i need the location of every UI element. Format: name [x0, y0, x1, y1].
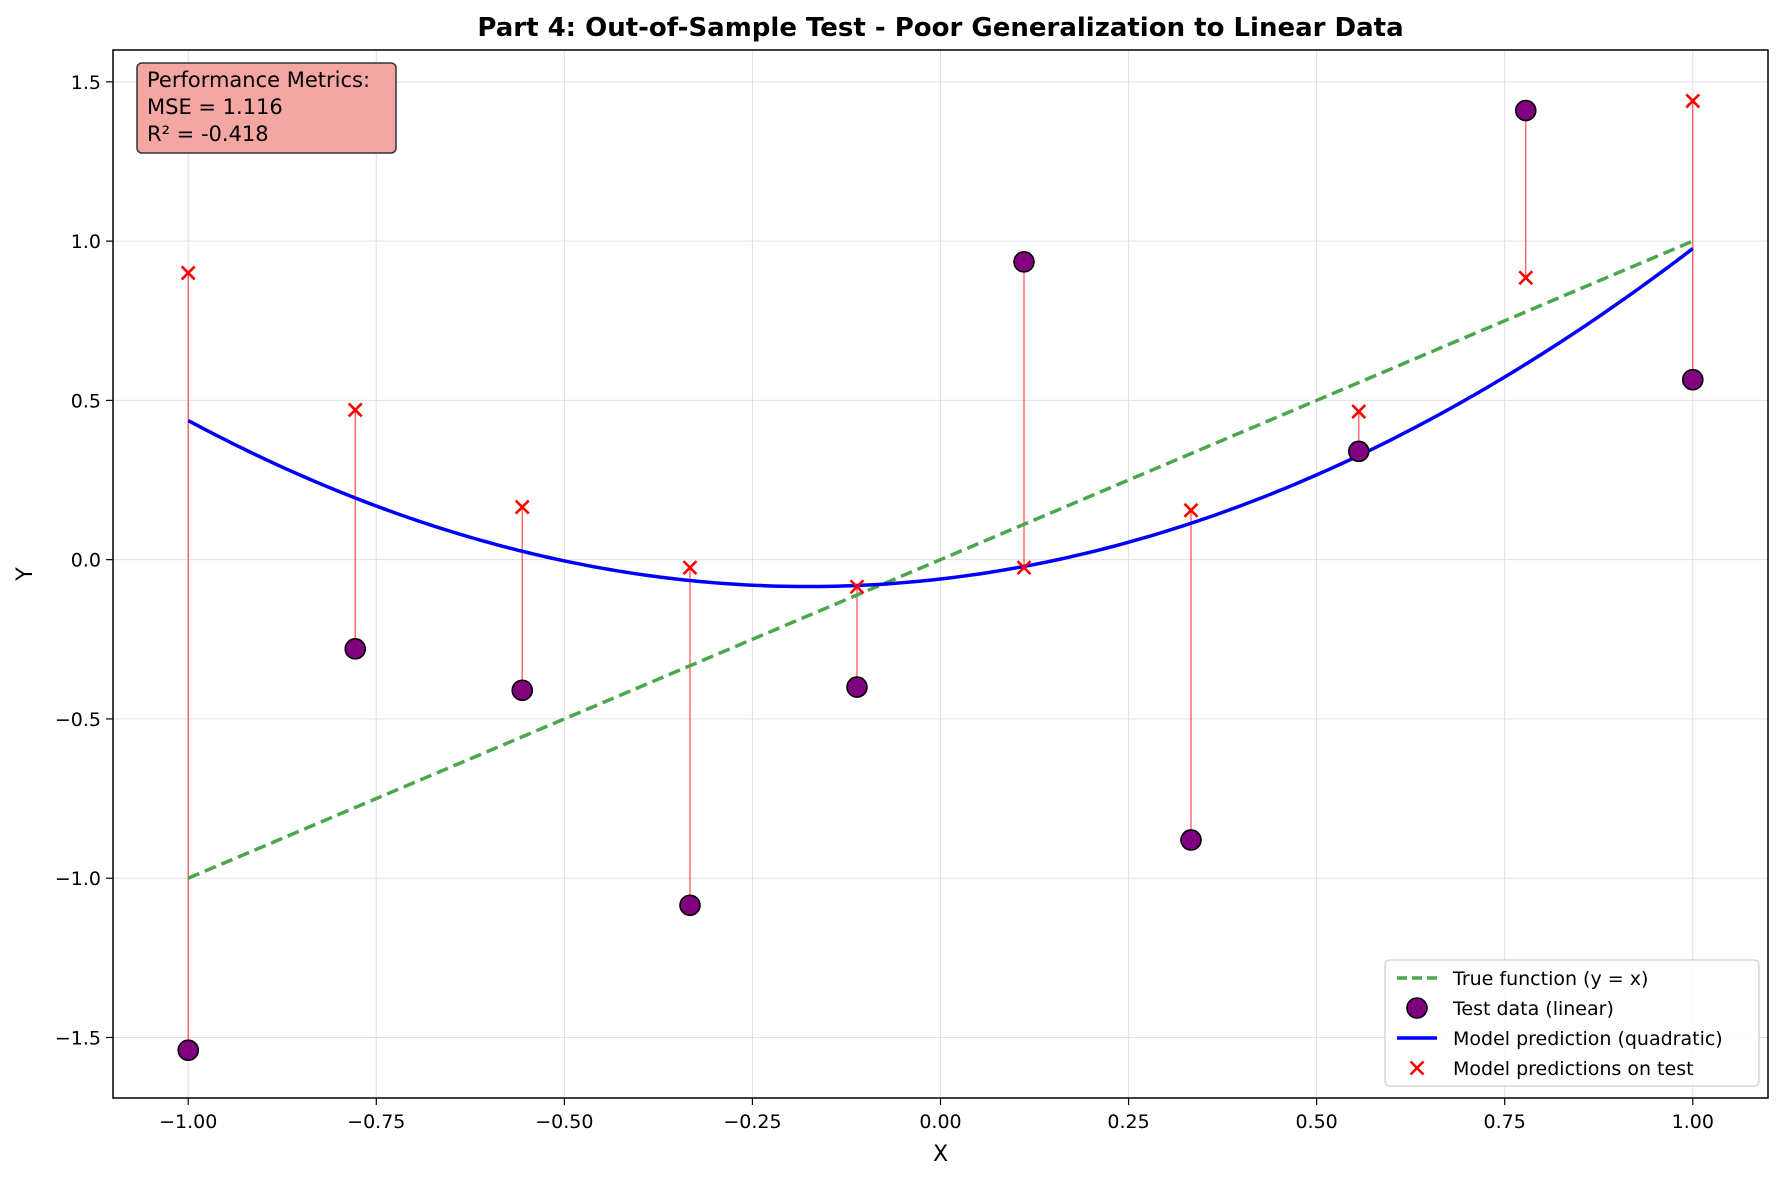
prediction-marker-stroke — [1183, 502, 1199, 518]
x-axis-label: X — [933, 1142, 948, 1167]
prediction-marker-stroke — [514, 499, 530, 515]
prediction-markers-layer — [180, 93, 1701, 595]
x-tick-label: 0.50 — [1295, 1111, 1337, 1133]
test-points-layer — [177, 99, 1704, 1062]
y-tick-label: −0.5 — [55, 709, 101, 731]
model-prediction-curve — [187, 247, 1694, 589]
y-axis-ticks: −1.5 −1.0 −0.5 0.0 0.5 1.0 1.5 — [55, 72, 113, 1049]
y-tick-label: 0.0 — [71, 550, 101, 572]
legend-label: Model prediction (quadratic) — [1453, 1028, 1723, 1050]
x-tick-label: −1.00 — [159, 1111, 217, 1133]
x-tick-label: −0.50 — [535, 1111, 593, 1133]
prediction-marker-stroke — [1351, 404, 1367, 419]
prediction-marker — [1016, 560, 1032, 576]
legend-prediction-swatch — [1409, 1060, 1425, 1076]
test-data-point — [1681, 368, 1704, 391]
legend-label: Test data (linear) — [1452, 998, 1614, 1020]
prediction-marker-stroke — [1518, 270, 1534, 286]
prediction-marker-stroke — [849, 579, 865, 595]
prediction-marker — [347, 402, 363, 418]
prediction-marker — [849, 579, 865, 595]
legend-test-data-swatch — [1406, 997, 1428, 1019]
true-function-line — [187, 239, 1694, 880]
x-axis-ticks: −1.00 −0.75 −0.50 −0.25 0.00 0.25 0.50 0.75 1.00 — [159, 1098, 1714, 1133]
metrics-line: Performance Metrics: — [147, 68, 370, 92]
residual-lines — [187, 100, 1694, 1051]
x-tick-label: 0.00 — [919, 1111, 961, 1133]
x-tick-label: 1.00 — [1672, 1111, 1714, 1133]
x-tick-label: −0.75 — [347, 1111, 405, 1133]
metrics-line: MSE = 1.116 — [147, 95, 283, 119]
test-data-point — [344, 638, 367, 660]
true-function-layer — [187, 239, 1694, 880]
prediction-marker-stroke — [347, 402, 363, 418]
prediction-marker — [514, 499, 530, 515]
prediction-marker — [1351, 404, 1367, 419]
test-data-point — [1347, 440, 1370, 463]
test-data-point — [846, 676, 868, 698]
test-data-point — [1013, 251, 1035, 273]
legend-label: True function (y = x) — [1452, 968, 1648, 990]
test-data-point — [679, 894, 701, 917]
legend-label: Model predictions on test — [1453, 1058, 1694, 1080]
prediction-marker-stroke — [1016, 560, 1032, 576]
metrics-line: R² = -0.418 — [147, 122, 269, 146]
test-data-point — [1514, 99, 1537, 122]
prediction-marker — [682, 560, 698, 576]
prediction-marker — [1183, 502, 1199, 518]
legend-box — [1384, 959, 1760, 1087]
x-tick-label: 0.75 — [1484, 1111, 1526, 1133]
x-tick-label: −0.25 — [723, 1111, 781, 1133]
chart-title: Part 4: Out-of-Sample Test - Poor Genera… — [477, 13, 1403, 43]
y-tick-label: −1.0 — [55, 868, 101, 890]
prediction-marker — [1685, 93, 1701, 109]
prediction-marker-stroke — [682, 560, 698, 576]
prediction-marker-stroke — [1685, 93, 1701, 109]
test-data-point — [511, 679, 534, 702]
model-curve-layer — [187, 247, 1694, 589]
y-axis-label: Y — [13, 567, 38, 582]
prediction-marker-stroke — [180, 265, 196, 281]
metrics-box-background — [136, 62, 397, 154]
prediction-marker — [1518, 270, 1534, 286]
y-tick-label: 1.0 — [71, 231, 101, 253]
y-tick-label: 0.5 — [71, 390, 101, 412]
test-data-point — [177, 1039, 200, 1062]
metrics-box: Performance Metrics: MSE = 1.116 R² = -0.4… — [136, 62, 397, 154]
x-tick-label: 0.25 — [1107, 1111, 1149, 1133]
test-data-point — [1180, 829, 1202, 851]
y-tick-label: 1.5 — [71, 72, 101, 94]
legend: True function (y = x) Test data (linear) M… — [1384, 959, 1760, 1087]
prediction-marker — [180, 265, 196, 281]
y-tick-label: −1.5 — [55, 1027, 101, 1049]
